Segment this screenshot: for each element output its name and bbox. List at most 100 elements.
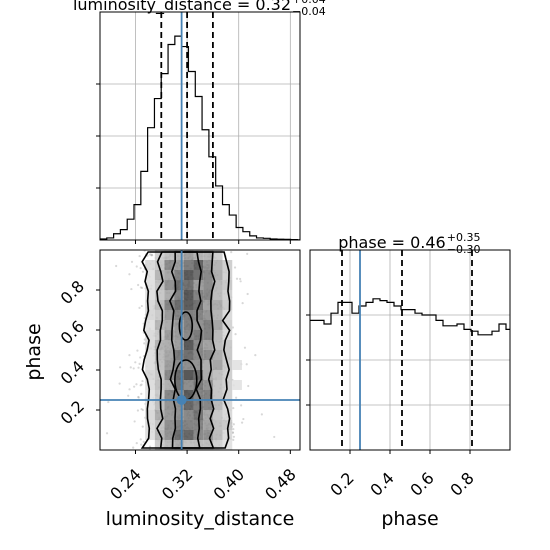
scatter-point (151, 254, 154, 257)
scatter-point (246, 292, 249, 296)
density-block (183, 270, 194, 280)
scatter-point (141, 270, 145, 273)
scatter-point (140, 383, 143, 386)
density-block (212, 390, 223, 400)
scatter-point (247, 384, 250, 388)
density-block (145, 310, 155, 320)
density-block (183, 350, 194, 360)
joint-ytick-label-0: 0.2 (57, 397, 88, 428)
scatter-point (239, 280, 242, 283)
density-block (164, 350, 175, 360)
density-block (212, 340, 223, 350)
scatter-point (273, 435, 276, 439)
density-block (164, 400, 175, 410)
density-block (203, 370, 213, 380)
density-block (222, 390, 233, 400)
scatter-point (118, 382, 121, 385)
scatter-point (140, 443, 143, 446)
density-block (164, 370, 175, 380)
density-block (212, 330, 223, 340)
density-block (212, 280, 223, 290)
density-block (145, 360, 155, 370)
contour-middle (156, 251, 216, 449)
density-block (212, 310, 223, 320)
density-block (174, 420, 184, 430)
density-block (174, 430, 184, 440)
density-block (212, 440, 223, 450)
scatter-point (245, 363, 248, 366)
density-block (145, 390, 155, 400)
density-block (154, 410, 165, 420)
density-block (164, 410, 175, 420)
density-block (183, 400, 194, 410)
scatter-point (260, 413, 263, 416)
density-block (203, 400, 213, 410)
scatter-point (139, 356, 142, 359)
density-block (193, 370, 204, 380)
scatter-point (150, 254, 153, 257)
scatter-point (132, 367, 135, 370)
density-block (174, 440, 184, 450)
phase-hist-title-plus: +0.35 (447, 231, 481, 244)
density-block (183, 300, 194, 310)
phase-hist-xtick-label-1: 0.4 (366, 468, 397, 499)
scatter-point (143, 342, 146, 345)
density-block (145, 260, 155, 270)
density-block (174, 400, 184, 410)
scatter-point (138, 362, 141, 365)
density-block (212, 260, 223, 270)
density-blocks (145, 250, 242, 450)
density-block (174, 300, 184, 310)
lumdist-hist-title-plus: +0.04 (292, 0, 326, 6)
scatter-point (139, 384, 142, 387)
phase-hist-xtick-label-0: 0.2 (326, 468, 357, 499)
density-block (145, 330, 155, 340)
joint-ytick-label-2: 0.6 (57, 317, 88, 348)
density-block (193, 250, 204, 260)
density-block (222, 350, 233, 360)
density-block (164, 390, 175, 400)
joint-content (100, 250, 300, 450)
scatter-point (139, 438, 142, 441)
lumdist-hist-step-line (100, 35, 300, 241)
density-block (193, 280, 204, 290)
density-block (203, 360, 213, 370)
scatter-point (235, 396, 238, 399)
density-block (164, 310, 175, 320)
density-block (212, 360, 223, 370)
scatter-point (240, 404, 243, 407)
scatter-point (242, 417, 245, 421)
scatter-point (128, 388, 131, 391)
scatter-point (148, 445, 152, 448)
density-block (193, 260, 204, 270)
density-block (203, 300, 213, 310)
density-block (174, 310, 184, 320)
joint-xtick-label-2: 0.40 (210, 465, 249, 504)
density-block (183, 410, 194, 420)
scatter-point (232, 406, 235, 410)
density-block (203, 270, 213, 280)
density-block (222, 340, 233, 350)
density-block (174, 270, 184, 280)
density-block (164, 270, 175, 280)
density-block (212, 370, 223, 380)
scatter-point (234, 333, 237, 336)
density-block (222, 290, 233, 300)
density-block (174, 290, 184, 300)
scatter-point (140, 407, 143, 411)
density-block (193, 400, 204, 410)
density-block (212, 270, 223, 280)
density-block (183, 330, 194, 340)
density-block (174, 330, 184, 340)
density-block (183, 440, 194, 450)
scatter-point (230, 251, 233, 254)
density-block (183, 380, 194, 390)
density-block (164, 430, 175, 440)
density-block (164, 340, 175, 350)
scatter-point (235, 277, 239, 280)
density-block (203, 290, 213, 300)
density-block (203, 260, 213, 270)
density-block (193, 270, 204, 280)
scatter-point (136, 349, 139, 352)
density-block (154, 260, 165, 270)
